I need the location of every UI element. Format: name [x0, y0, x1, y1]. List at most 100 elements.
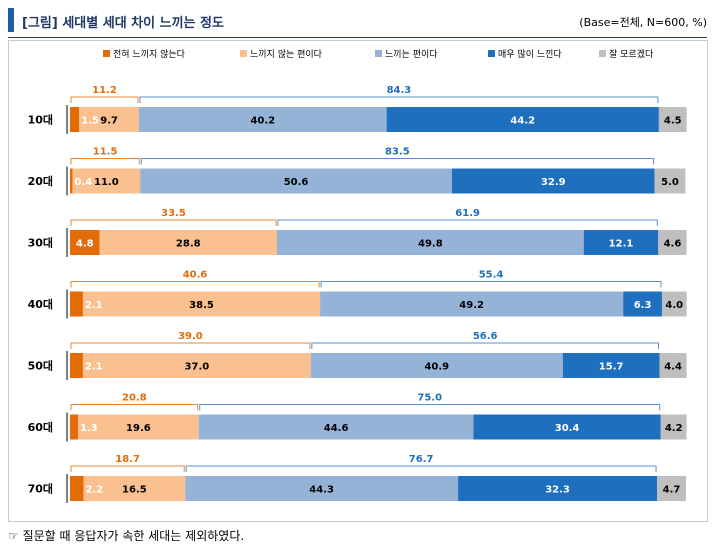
group-total-not-feel: 40.6	[183, 270, 208, 281]
group-total-feel: 84.3	[387, 85, 412, 96]
legend-swatch-1	[103, 50, 110, 57]
value-label-5: 4.6	[664, 239, 682, 250]
bracket-feel	[320, 281, 662, 288]
value-label-4: 15.7	[599, 362, 624, 373]
value-label-5: 4.7	[663, 485, 681, 496]
value-label-4: 44.2	[510, 116, 535, 127]
value-label-4: 12.1	[609, 239, 634, 250]
bar-segment-3	[138, 107, 387, 132]
category-label: 30대	[28, 236, 53, 250]
legend-label-2: 느끼지 않는 편이다	[250, 48, 323, 60]
bar-segment-2	[83, 476, 186, 501]
bar-segment-4	[583, 230, 659, 255]
value-label-1: 0.4	[74, 177, 92, 188]
legend-label-3: 느끼는 편이다	[385, 48, 438, 60]
header-rule	[8, 37, 707, 38]
bracket-not-feel	[70, 96, 139, 103]
category-label: 40대	[28, 297, 53, 311]
bar-segment-4	[451, 168, 655, 194]
group-total-feel: 55.4	[479, 270, 504, 281]
bar-segment-1	[70, 230, 100, 255]
category-label: 70대	[28, 482, 53, 496]
legend-swatch-3	[375, 50, 382, 57]
stacked-bar-chart: 전혀 느끼지 않는다 느끼지 않는 편이다 느끼는 편이다 매우 많이 느낀다 잘 모르…	[28, 48, 687, 503]
bar-segment-2	[99, 230, 277, 255]
bar-segment-4	[623, 291, 662, 317]
bar-segment-5	[658, 230, 687, 255]
bar-segment-5	[660, 414, 687, 440]
bar-segment-1	[70, 476, 84, 501]
bar-segment-3	[198, 414, 474, 440]
value-label-2: 37.0	[185, 362, 210, 373]
legend-swatch-5	[599, 50, 606, 57]
value-label-3: 40.2	[250, 116, 275, 127]
bar-segment-3	[320, 291, 624, 317]
value-label-1: 1.3	[80, 423, 98, 434]
bar-segment-2	[72, 168, 141, 194]
bar-segment-1	[70, 107, 80, 132]
value-label-5: 4.5	[664, 116, 682, 127]
title-accent-bar	[8, 8, 14, 32]
bracket-not-feel	[70, 404, 199, 411]
bracket-feel	[311, 342, 660, 349]
category-label: 20대	[28, 174, 53, 188]
bar-segment-1	[70, 353, 83, 378]
bracket-feel	[277, 219, 658, 226]
value-label-1: 1.5	[81, 116, 99, 127]
bar-segment-4	[562, 353, 660, 378]
bar-segment-5	[659, 353, 687, 378]
legend-swatch-2	[240, 50, 247, 57]
bracket-feel	[185, 465, 657, 472]
value-label-1: 2.2	[86, 485, 104, 496]
bar-segment-1	[70, 291, 83, 317]
group-total-not-feel: 39.0	[178, 331, 203, 342]
value-label-5: 5.0	[661, 177, 679, 188]
value-label-3: 40.9	[424, 362, 449, 373]
value-label-3: 49.8	[418, 239, 443, 250]
bar-segment-3	[276, 230, 584, 255]
bracket-feel	[139, 96, 659, 103]
value-label-5: 4.0	[665, 300, 683, 311]
value-label-2: 19.6	[126, 423, 151, 434]
bar-segment-2	[78, 414, 199, 440]
bracket-not-feel	[70, 219, 277, 226]
bar-segment-4	[458, 476, 658, 501]
figure-header: [그림] 세대별 세대 차이 느끼는 정도 (Base=전체, N=600, %…	[8, 6, 707, 38]
category-label: 50대	[28, 359, 53, 373]
bar-segment-2	[79, 107, 139, 132]
value-label-5: 4.2	[665, 423, 683, 434]
bar-segment-3	[310, 353, 563, 378]
value-label-3: 44.6	[324, 423, 349, 434]
bracket-not-feel	[70, 158, 140, 165]
bracket-feel	[199, 404, 661, 411]
value-label-4: 6.3	[634, 300, 652, 311]
value-label-1: 2.1	[85, 362, 103, 373]
value-label-2: 28.8	[176, 239, 201, 250]
group-total-feel: 83.5	[385, 147, 410, 158]
group-total-feel: 61.9	[455, 208, 480, 219]
value-label-4: 32.3	[545, 485, 570, 496]
value-label-2: 16.5	[122, 485, 147, 496]
legend-label-5: 잘 모르겠다	[609, 48, 654, 60]
value-label-3: 49.2	[459, 300, 484, 311]
value-label-5: 4.4	[664, 362, 682, 373]
value-label-3: 44.3	[309, 485, 334, 496]
value-label-1: 2.1	[85, 300, 103, 311]
value-label-4: 32.9	[541, 177, 566, 188]
bracket-feel	[140, 158, 655, 165]
group-total-feel: 75.0	[417, 393, 442, 404]
bracket-not-feel	[70, 342, 311, 349]
group-total-not-feel: 18.7	[115, 454, 140, 465]
bar-segment-4	[473, 414, 661, 440]
bar-segment-5	[654, 168, 686, 194]
bracket-not-feel	[70, 281, 320, 288]
group-total-not-feel: 20.8	[122, 393, 147, 404]
figure-title: [그림] 세대별 세대 차이 느끼는 정도	[22, 16, 224, 31]
base-note: (Base=전체, N=600, %)	[579, 16, 707, 29]
category-label: 60대	[28, 420, 53, 434]
value-label-2: 38.5	[189, 300, 214, 311]
bar-segment-4	[386, 107, 659, 132]
value-label-4: 30.4	[555, 423, 580, 434]
footnote: ☞ 질문할 때 응답자가 속한 세대는 제외하였다.	[8, 529, 245, 543]
group-total-not-feel: 11.5	[93, 147, 118, 158]
